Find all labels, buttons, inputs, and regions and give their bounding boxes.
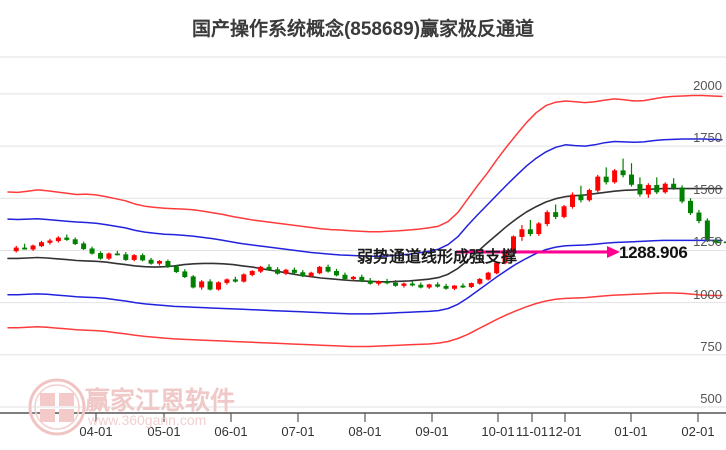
candlestick-series <box>13 158 719 291</box>
y-axis-tick-label: 1500 <box>693 182 722 198</box>
y-axis-tick-label: 1000 <box>693 286 722 302</box>
y-axis-tick-label: 1750 <box>693 130 722 146</box>
y-axis-tick-label: 750 <box>700 338 722 354</box>
x-axis-tick-label: 07-01 <box>281 424 315 439</box>
y-axis-tick-label: 2000 <box>693 77 722 93</box>
x-axis-tick-label: 05-01 <box>147 424 181 439</box>
y-axis-tick-label: 1250 <box>693 234 722 250</box>
x-axis-tick-label: 02-01 <box>681 424 715 439</box>
x-axis-tick-label: 04-01 <box>79 424 113 439</box>
channel-bands <box>7 94 723 348</box>
x-axis-tick-label: 01-01 <box>614 424 648 439</box>
x-axis-tick-label: 06-01 <box>214 424 248 439</box>
annotation-arrow <box>456 246 620 258</box>
watermark-brand: 赢家江恩软件 <box>85 387 236 415</box>
x-axis-tick-label: 11-01 <box>515 424 549 439</box>
watermark-url: www.360gann.com <box>88 412 207 428</box>
company-seal-icon <box>28 378 86 436</box>
chart-title: 国产操作系统概念(858689)赢家极反通道 <box>191 19 535 40</box>
x-axis-tick-label: 08-01 <box>348 424 382 439</box>
last-price-label: 1288.906 <box>619 243 688 262</box>
x-axis-tick-label: 09-01 <box>415 424 449 439</box>
annotation-label: 弱势通道线形成强支撑 <box>357 249 518 266</box>
x-axis-tick-label: 12-01 <box>548 424 582 439</box>
x-axis <box>0 412 726 422</box>
y-axis-tick-label: 500 <box>700 391 722 406</box>
x-axis-tick-label: 10-01 <box>481 424 515 439</box>
gridlines <box>0 56 726 408</box>
